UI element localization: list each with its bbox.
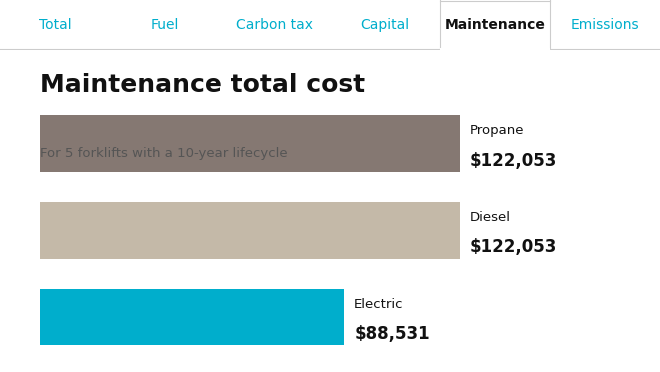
- Text: Electric: Electric: [354, 298, 404, 311]
- Text: $122,053: $122,053: [469, 151, 557, 170]
- Bar: [40, 115, 459, 172]
- Text: Propane: Propane: [469, 124, 524, 137]
- Text: Maintenance total cost: Maintenance total cost: [40, 73, 365, 97]
- Text: Total: Total: [39, 18, 71, 32]
- Text: Maintenance: Maintenance: [445, 18, 545, 32]
- Text: Capital: Capital: [360, 18, 410, 32]
- Text: Diesel: Diesel: [469, 211, 511, 224]
- Text: Carbon tax: Carbon tax: [236, 18, 314, 32]
- Text: $122,053: $122,053: [469, 238, 557, 256]
- Text: $88,531: $88,531: [354, 326, 430, 343]
- Bar: [40, 289, 345, 346]
- Bar: [40, 202, 459, 259]
- Text: Emissions: Emissions: [571, 18, 640, 32]
- Text: Fuel: Fuel: [151, 18, 179, 32]
- Text: For 5 forklifts with a 10-year lifecycle: For 5 forklifts with a 10-year lifecycle: [40, 147, 287, 160]
- Bar: [440, 0, 550, 50]
